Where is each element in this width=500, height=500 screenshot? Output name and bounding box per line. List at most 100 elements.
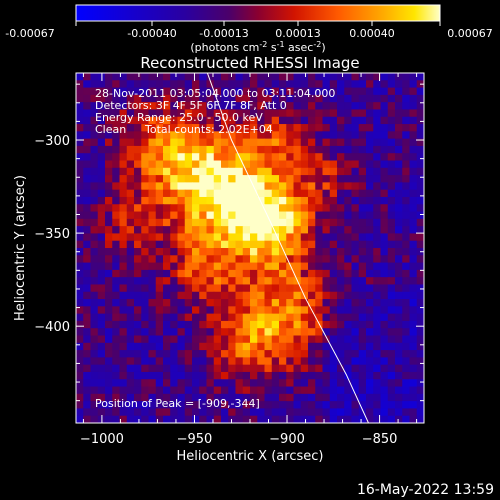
heatmap-cell [148,240,157,249]
heatmap-cell [90,291,99,300]
heatmap-cell [250,299,258,307]
heatmap-cell [366,350,374,358]
heatmap-cell [170,335,179,344]
heatmap-cell [395,364,403,373]
heatmap-cell [279,248,287,256]
heatmap-cell [293,138,302,147]
heatmap-cell [105,153,113,162]
heatmap-cell [228,379,237,388]
heatmap-cell [351,218,360,227]
heatmap-cell [242,328,251,337]
heatmap-cell [242,386,251,395]
heatmap-cell [170,145,179,154]
heatmap-cell [192,233,200,242]
heatmap-cell [373,94,382,103]
heatmap-cell [119,145,128,154]
heatmap-cell [112,196,121,205]
heatmap-cell [409,87,418,96]
heatmap-cell [395,211,403,220]
heatmap-cell [344,80,353,89]
heatmap-cell [163,335,171,344]
heatmap-cell [83,116,92,125]
heatmap-cell [358,182,367,191]
heatmap-cell [170,167,179,176]
heatmap-cell [105,371,113,380]
heatmap-cell [170,153,179,162]
heatmap-cell [177,393,186,402]
heatmap-cell [373,240,382,249]
heatmap-cell [264,182,273,191]
heatmap-cell [199,328,208,337]
heatmap-cell [358,116,367,125]
heatmap-cell [83,87,92,96]
heatmap-cell [83,335,92,344]
heatmap-cell [293,167,302,176]
heatmap-cell [90,393,99,402]
heatmap-cell [242,248,251,256]
heatmap-cell [366,357,374,366]
heatmap-cell [409,145,418,154]
heatmap-cell [315,284,324,293]
y-tick-label: −300 [34,134,70,149]
heatmap-cell [322,167,331,176]
heatmap-cell [344,371,353,380]
heatmap-cell [112,138,121,147]
heatmap-cell [221,124,229,132]
heatmap-cell [112,124,121,132]
heatmap-cell [134,379,142,388]
heatmap-cell [402,277,411,286]
heatmap-cell [199,116,208,125]
heatmap-cell [134,364,142,373]
heatmap-cell [192,284,200,293]
heatmap-cell [155,138,164,147]
heatmap-cell [315,138,324,147]
heatmap-cell [235,401,244,410]
heatmap-cell [358,109,367,118]
heatmap-cell [387,138,396,147]
heatmap-cell [344,102,353,111]
heatmap-cell [105,87,113,96]
heatmap-cell [141,204,150,213]
heatmap-cell [177,262,186,271]
heatmap-cell [279,299,287,307]
heatmap-cell [97,94,106,103]
heatmap-cell [344,342,353,351]
heatmap-cell [351,269,360,278]
heatmap-cell [112,401,121,410]
heatmap-cell [119,87,128,96]
heatmap-cell [170,109,179,118]
heatmap-cell [308,269,316,278]
heatmap-cell [242,415,251,423]
heatmap-cell [119,73,128,81]
heatmap-cell [155,80,164,89]
heatmap-cell [351,291,360,300]
heatmap-cell [279,371,287,380]
heatmap-cell [76,386,84,395]
heatmap-cell [170,277,179,286]
heatmap-cell [279,401,287,410]
heatmap-cell [126,342,135,351]
heatmap-cell [293,401,302,410]
heatmap-cell [337,124,345,132]
heatmap-cell [163,313,171,322]
heatmap-cell [300,73,309,81]
heatmap-cell [141,138,150,147]
heatmap-cell [119,233,128,242]
heatmap-cell [112,393,121,402]
heatmap-cell [250,277,258,286]
heatmap-cell [322,393,331,402]
heatmap-cell [112,189,121,198]
heatmap-cell [112,386,121,395]
heatmap-cell [315,328,324,337]
heatmap-cell [83,160,92,169]
heatmap-cell [112,415,121,423]
heatmap-cell [416,182,424,191]
heatmap-cell [351,277,360,286]
heatmap-cell [105,408,113,417]
heatmap-cell [337,218,345,227]
heatmap-cell [126,269,135,278]
heatmap-cell [242,291,251,300]
heatmap-cell [213,415,222,423]
heatmap-cell [206,248,215,256]
heatmap-cell [228,160,237,169]
